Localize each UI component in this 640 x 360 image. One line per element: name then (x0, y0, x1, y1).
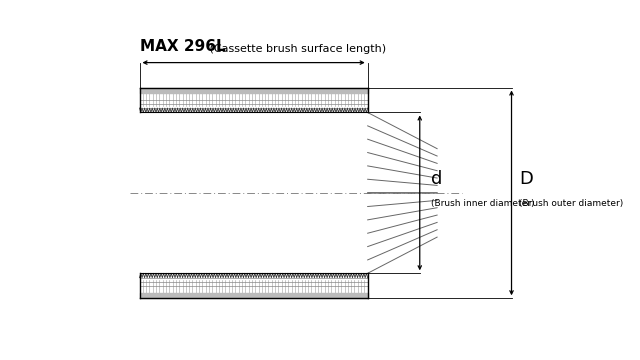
Text: MAX 296L: MAX 296L (140, 39, 225, 54)
Text: (Brush outer diameter): (Brush outer diameter) (519, 199, 623, 208)
Text: D: D (519, 170, 533, 188)
Text: d: d (431, 170, 442, 188)
Text: (Cassette brush surface length): (Cassette brush surface length) (207, 44, 387, 54)
Text: (Brush inner diameter): (Brush inner diameter) (431, 199, 534, 208)
